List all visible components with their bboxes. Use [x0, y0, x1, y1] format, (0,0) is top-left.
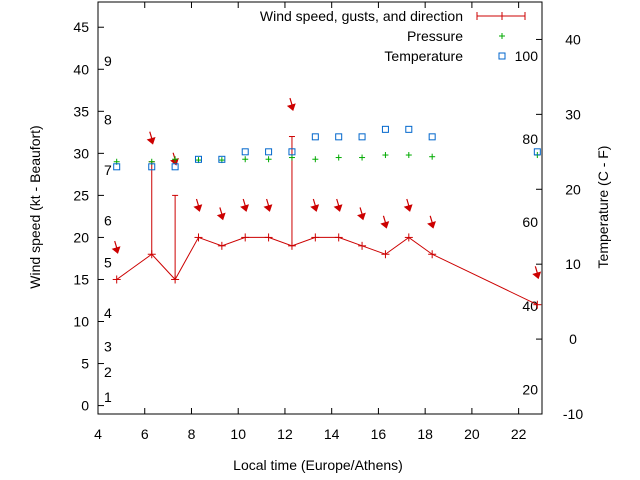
wind-direction-arrowhead	[216, 212, 226, 221]
y2-tick-label: 30	[565, 106, 581, 122]
temperature-point	[113, 163, 121, 171]
beaufort-label: 6	[104, 213, 112, 229]
y2-tick-label: 10	[565, 256, 581, 272]
beaufort-label: 2	[104, 364, 112, 380]
wind-direction-arrowhead	[263, 204, 273, 212]
x-tick-label: 18	[417, 426, 433, 442]
x-tick-label: 8	[188, 426, 196, 442]
wind-direction-arrowhead	[310, 204, 320, 212]
fahrenheit-label: 100	[515, 48, 539, 64]
temperature-point	[148, 163, 156, 171]
beaufort-label: 4	[104, 305, 112, 321]
y-tick-label: 20	[73, 229, 89, 245]
legend-label: Wind speed, gusts, and direction	[260, 8, 463, 24]
y-tick-label: 5	[81, 356, 89, 372]
y2-tick-label: 40	[565, 31, 581, 47]
beaufort-label: 8	[104, 112, 112, 128]
legend-label: Temperature	[384, 48, 463, 64]
temperature-point	[533, 148, 541, 156]
x-tick-label: 12	[277, 426, 293, 442]
beaufort-label: 1	[104, 389, 112, 405]
y-tick-label: 10	[73, 314, 89, 330]
x-tick-label: 16	[371, 426, 387, 442]
wind-speed-line	[116, 236, 538, 306]
plot-area	[111, 97, 542, 309]
fahrenheit-label: 20	[522, 381, 538, 397]
temperature-point	[405, 125, 413, 133]
wind-direction-arrowhead	[532, 271, 542, 280]
wind-direction-arrowhead	[380, 221, 390, 229]
temperature-point	[171, 163, 179, 171]
x-tick-label: 20	[464, 426, 480, 442]
beaufort-label: 7	[104, 162, 112, 178]
wind-direction-arrowhead	[111, 246, 121, 254]
temperature-point	[335, 133, 343, 141]
x-tick-label: 6	[141, 426, 149, 442]
wind-direction-arrowhead	[356, 212, 366, 221]
beaufort-label: 9	[104, 53, 112, 69]
fahrenheit-label: 80	[522, 131, 538, 147]
y2-tick-label: 20	[565, 181, 581, 197]
plot-frame	[97, 1, 543, 415]
y2-tick-label: 0	[569, 331, 577, 347]
temperature-point	[241, 148, 249, 156]
temperature-point	[194, 155, 202, 163]
temperature-point	[288, 148, 296, 156]
temperature-point	[265, 148, 273, 156]
wind-direction-arrowhead	[333, 204, 343, 212]
y-tick-label: 45	[73, 19, 89, 35]
wind-direction-arrowhead	[240, 204, 249, 212]
y2-axis-title: Temperature (C - F)	[595, 146, 611, 269]
x-tick-label: 10	[230, 426, 246, 442]
fahrenheit-label: 60	[522, 214, 538, 230]
y-axis-title: Wind speed (kt - Beaufort)	[27, 125, 43, 288]
x-tick-label: 4	[94, 426, 102, 442]
x-tick-label: 14	[324, 426, 340, 442]
temperature-point	[358, 133, 366, 141]
wind-direction-arrowhead	[146, 136, 156, 145]
wind-direction-arrowhead	[427, 221, 436, 229]
legend-label: Pressure	[407, 28, 463, 44]
wind-direction-arrowhead	[403, 204, 413, 212]
temperature-point	[311, 133, 319, 141]
y-tick-label: 40	[73, 61, 89, 77]
y-tick-label: 35	[73, 103, 89, 119]
axes: 4 6 8 10 12 14 16 18 20 22051015202530354045-1001…	[73, 1, 583, 442]
y-tick-label: 25	[73, 187, 89, 203]
legend-swatch-temperature	[498, 52, 506, 60]
x-tick-label: 22	[511, 426, 527, 442]
y-tick-label: 0	[81, 398, 89, 414]
beaufort-label: 3	[104, 339, 112, 355]
x-axis-title: Local time (Europe/Athens)	[233, 457, 403, 473]
temperature-point	[428, 133, 436, 141]
y2-tick-label: -10	[563, 406, 583, 422]
beaufort-label: 5	[104, 255, 112, 271]
y-tick-label: 30	[73, 145, 89, 161]
temperature-point	[218, 155, 226, 163]
wind-direction-arrowhead	[286, 103, 296, 111]
legend: Wind speed, gusts, and direction Pressure…	[260, 8, 526, 64]
y-tick-label: 15	[73, 271, 89, 287]
wind-direction-arrowhead	[193, 204, 203, 212]
temperature-point	[381, 125, 389, 133]
fahrenheit-label: 40	[522, 298, 538, 314]
